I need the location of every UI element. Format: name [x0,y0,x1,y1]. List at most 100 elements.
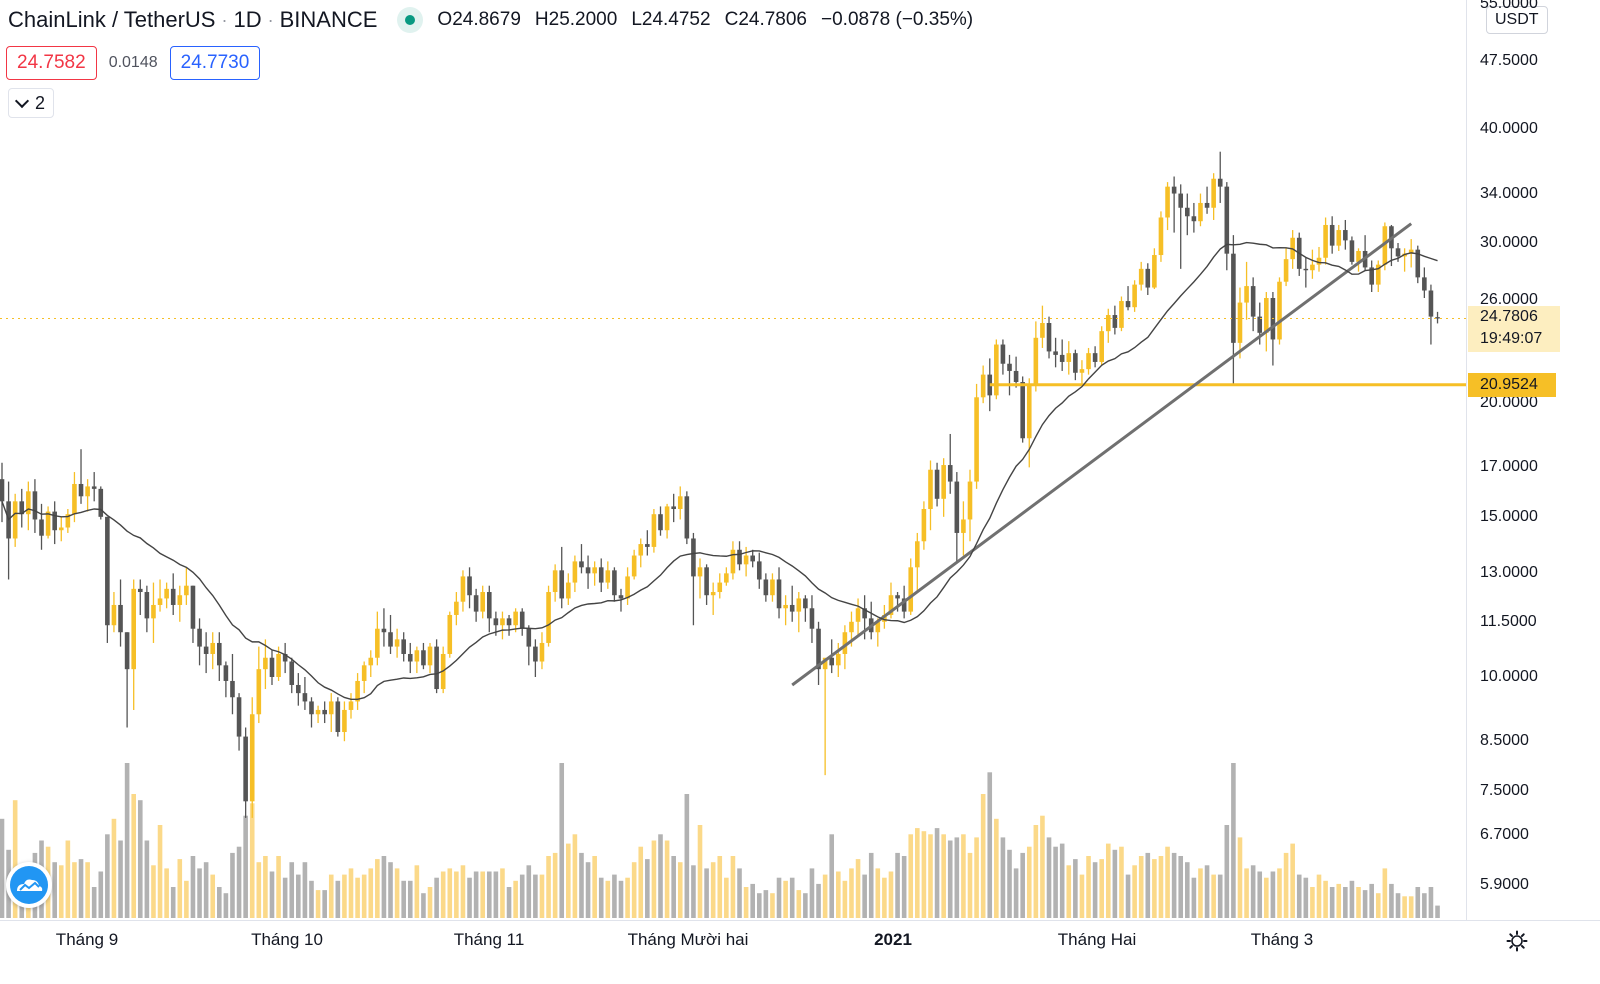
gear-icon[interactable] [1506,930,1528,952]
volume-bar [928,834,933,918]
candle-body [1013,370,1019,383]
volume-bar [882,877,887,918]
volume-bar [1119,846,1124,918]
volume-bar [1185,862,1190,918]
time-label-oct: Tháng 10 [251,930,323,949]
volume-bar [1435,905,1440,918]
candle-body [118,604,123,633]
candle-body [256,669,262,715]
volume-bar [236,846,242,918]
volume-bar [1329,887,1335,918]
volume-bar [210,874,216,918]
indicators-toggle-button[interactable]: 2 [8,88,55,118]
price-tick-label: 20.0000 [1480,394,1538,411]
volume-bar [440,871,446,918]
volume-bar [1422,893,1427,918]
candle-body [697,567,703,577]
candle-body [888,595,894,615]
candle-body [98,488,104,517]
volume-bar [572,834,578,918]
volume-bar [625,877,630,918]
candle-body [974,397,979,482]
candle-body [137,588,143,593]
candle-body [348,701,354,710]
price-tick-label: 7.5000 [1480,782,1529,799]
candle-body [664,506,670,531]
volume-bar [85,862,90,918]
volume-bar [1033,825,1039,918]
candle-body [1257,316,1263,333]
volume-bar [849,868,854,918]
volume-bar [756,893,762,918]
volume-bar [144,840,150,918]
market-open-dot-icon[interactable] [397,7,424,33]
volume-bar [513,880,518,918]
candle-body [1185,207,1190,217]
volume-bar [388,862,393,918]
candle-body [836,653,841,666]
volume-bar [1171,852,1177,918]
candle-body [375,628,380,658]
candle-body [987,374,993,396]
volume-bar [875,868,881,918]
volume-bar [12,800,18,918]
candle-body [1356,250,1361,262]
candle-body [677,496,683,509]
candle-body [513,611,518,626]
buy-button[interactable]: 24.7730 [169,46,261,80]
volume-bar [263,856,268,918]
volume-bar [105,834,110,918]
volume-bar [157,825,163,918]
volume-bar [1336,883,1342,918]
volume-bar [1165,846,1170,918]
time-label-feb: Tháng Hai [1057,930,1137,949]
candle-body [1105,315,1111,332]
candle-body [1250,286,1256,317]
volume-bar [783,880,788,918]
candle-body [447,614,453,654]
candle-body [651,514,657,547]
candle-body [658,514,663,531]
volume-bar [111,818,117,918]
volume-bar [78,859,84,918]
symbol-name[interactable]: ChainLink / TetherUS [8,7,216,32]
candle-body [1059,354,1065,362]
candle-body [908,567,914,612]
volume-bar [1257,871,1263,918]
candle-body [45,511,51,536]
trendline[interactable] [791,222,1413,687]
candle-body [967,481,973,520]
candlesticks [0,151,1440,818]
volume-bar [651,840,657,918]
volume-bar [91,887,97,918]
volume-bar [1296,874,1302,918]
volume-bar [1125,874,1131,918]
candle-body [526,628,532,647]
price-tick-label: 8.5000 [1480,732,1529,749]
volume-bar [1000,837,1006,918]
volume-bar [605,880,611,918]
volume-bars [0,763,1440,918]
volume-bar [276,856,281,918]
volume-bar [223,893,229,918]
volume-bar [1198,868,1203,918]
volume-bar [1382,868,1388,918]
sell-button[interactable]: 24.7582 [6,46,97,80]
currency-selector[interactable]: USDT [1486,6,1548,34]
ohlc-low-label: L [631,9,642,30]
volume-bar [941,834,946,918]
candle-body [875,621,881,633]
tradingview-logo-icon[interactable] [6,862,52,908]
candle-body [921,509,927,542]
candle-body [1217,178,1223,187]
candle-body [1316,257,1322,265]
volume-bar [1079,874,1085,918]
volume-bar [1303,877,1309,918]
interval-label[interactable]: 1D [233,7,262,32]
candle-body [1191,216,1197,222]
candle-body [915,541,920,568]
volume-bar [164,868,169,918]
volume-bar [1073,859,1078,918]
candle-body [671,506,676,509]
